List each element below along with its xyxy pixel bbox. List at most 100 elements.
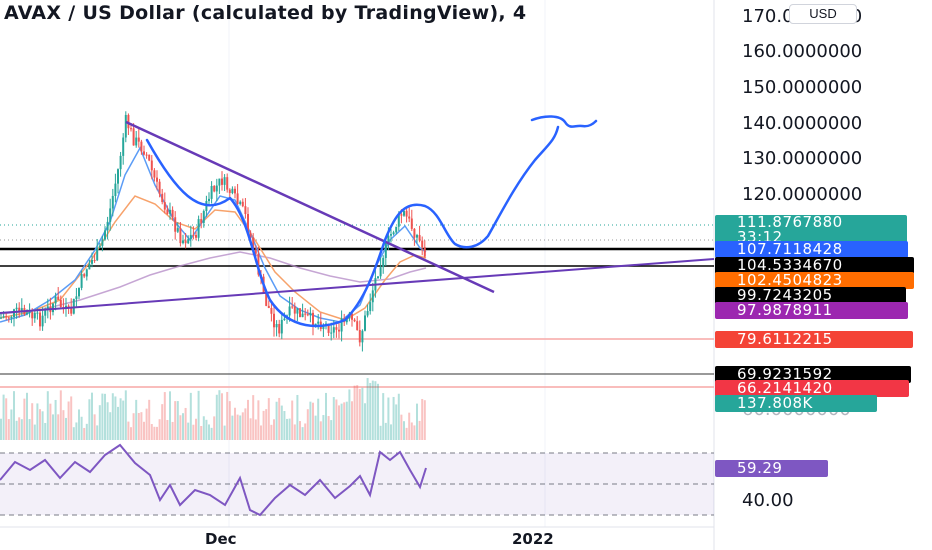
volume-bar — [231, 415, 234, 440]
candle-body — [267, 305, 270, 308]
candle-body — [361, 330, 364, 343]
candlestick-series[interactable] — [0, 111, 426, 352]
candle-body — [345, 318, 348, 323]
candle-body — [283, 318, 286, 320]
candle-body — [387, 235, 390, 242]
volume-bar — [395, 404, 398, 440]
candle-body — [174, 217, 177, 232]
candle-body — [135, 137, 138, 146]
candle-body — [421, 240, 424, 248]
candle-body — [2, 316, 5, 318]
volume-bar — [249, 418, 252, 440]
descending-trendline[interactable] — [125, 120, 495, 294]
candle-body — [392, 232, 395, 235]
candle-body — [254, 250, 257, 254]
candle-body — [91, 259, 93, 264]
candle-body — [106, 221, 109, 231]
volume-bar — [52, 414, 54, 440]
candle-body — [358, 329, 361, 343]
volume-bar — [124, 390, 127, 440]
candle-body — [78, 287, 80, 297]
volume-bar — [91, 392, 93, 440]
volume-bar — [369, 382, 372, 440]
volume-bar — [267, 398, 270, 440]
candle-body — [416, 235, 418, 238]
volume-bar — [418, 420, 421, 440]
candle-body — [369, 302, 372, 312]
candle-body — [124, 114, 127, 138]
candle-body — [423, 247, 426, 257]
candle-body — [244, 206, 247, 215]
volume-bar — [234, 407, 236, 440]
volume-bar — [101, 393, 104, 440]
volume-bar — [265, 409, 268, 440]
price-axis-label: 150.0000000 — [742, 77, 863, 98]
candle-body — [239, 201, 242, 205]
candle-body — [41, 315, 44, 327]
volume-bar — [13, 391, 15, 440]
volume-bar — [236, 414, 239, 440]
candle-body — [293, 306, 296, 314]
candle-body — [330, 332, 333, 334]
volume-histogram — [0, 378, 426, 440]
volume-bar — [215, 394, 218, 440]
volume-bar — [5, 398, 8, 440]
candle-body — [226, 177, 229, 190]
volume-bar — [28, 419, 31, 440]
support-lower-price-tag: 99.7243205 — [715, 287, 906, 304]
volume-bar — [379, 425, 382, 440]
volume-bar — [317, 398, 320, 440]
volume-bar — [166, 420, 169, 440]
volume-bar — [382, 393, 385, 440]
volume-bar — [137, 412, 140, 440]
ma-slow-line — [0, 195, 427, 321]
candle-body — [312, 312, 314, 327]
volume-bar — [158, 419, 161, 440]
candle-body — [54, 296, 57, 304]
currency-selector-button[interactable]: USD — [789, 4, 857, 24]
price-axis-label: 120.0000000 — [742, 184, 863, 205]
volume-bar — [421, 398, 424, 440]
volume-bar — [226, 391, 229, 440]
candle-body — [104, 230, 106, 240]
candle-body — [161, 193, 164, 203]
volume-bar — [67, 401, 70, 440]
chart-title: AVAX / US Dollar (calculated by TradingV… — [4, 2, 527, 24]
candle-body — [140, 141, 143, 152]
candle-body — [59, 299, 62, 308]
volume-bar — [299, 421, 301, 440]
volume-bar — [54, 399, 57, 440]
volume-bar — [340, 403, 343, 440]
candle-body — [265, 292, 268, 306]
candle-body — [5, 316, 8, 318]
candle-body — [114, 183, 117, 196]
volume-bar — [278, 397, 281, 440]
candle-body — [405, 210, 408, 217]
candle-body — [231, 188, 234, 194]
volume-bar — [65, 417, 67, 440]
volume-bar — [364, 403, 366, 440]
candle-body — [80, 274, 83, 288]
candle-body — [192, 234, 195, 236]
volume-bar — [96, 425, 99, 440]
volume-bar — [36, 403, 39, 440]
ascending-trendline[interactable] — [0, 258, 715, 314]
hand-drawn-arrow-head[interactable] — [530, 115, 598, 128]
volume-bar — [0, 418, 2, 440]
volume-bar — [377, 383, 379, 440]
candle-body — [20, 308, 23, 312]
volume-bar — [39, 409, 41, 440]
candle-body — [200, 219, 203, 223]
volume-tag: 137.808K — [715, 395, 877, 412]
candle-body — [72, 298, 75, 314]
volume-bar — [325, 392, 327, 440]
candle-body — [202, 211, 205, 223]
volume-bar — [33, 424, 36, 440]
candle-body — [130, 128, 132, 130]
volume-bar — [405, 427, 408, 440]
hand-drawn-cup-path[interactable] — [145, 125, 560, 328]
volume-bar — [288, 418, 291, 440]
volume-bar — [114, 396, 117, 440]
volume-bar — [174, 401, 177, 440]
